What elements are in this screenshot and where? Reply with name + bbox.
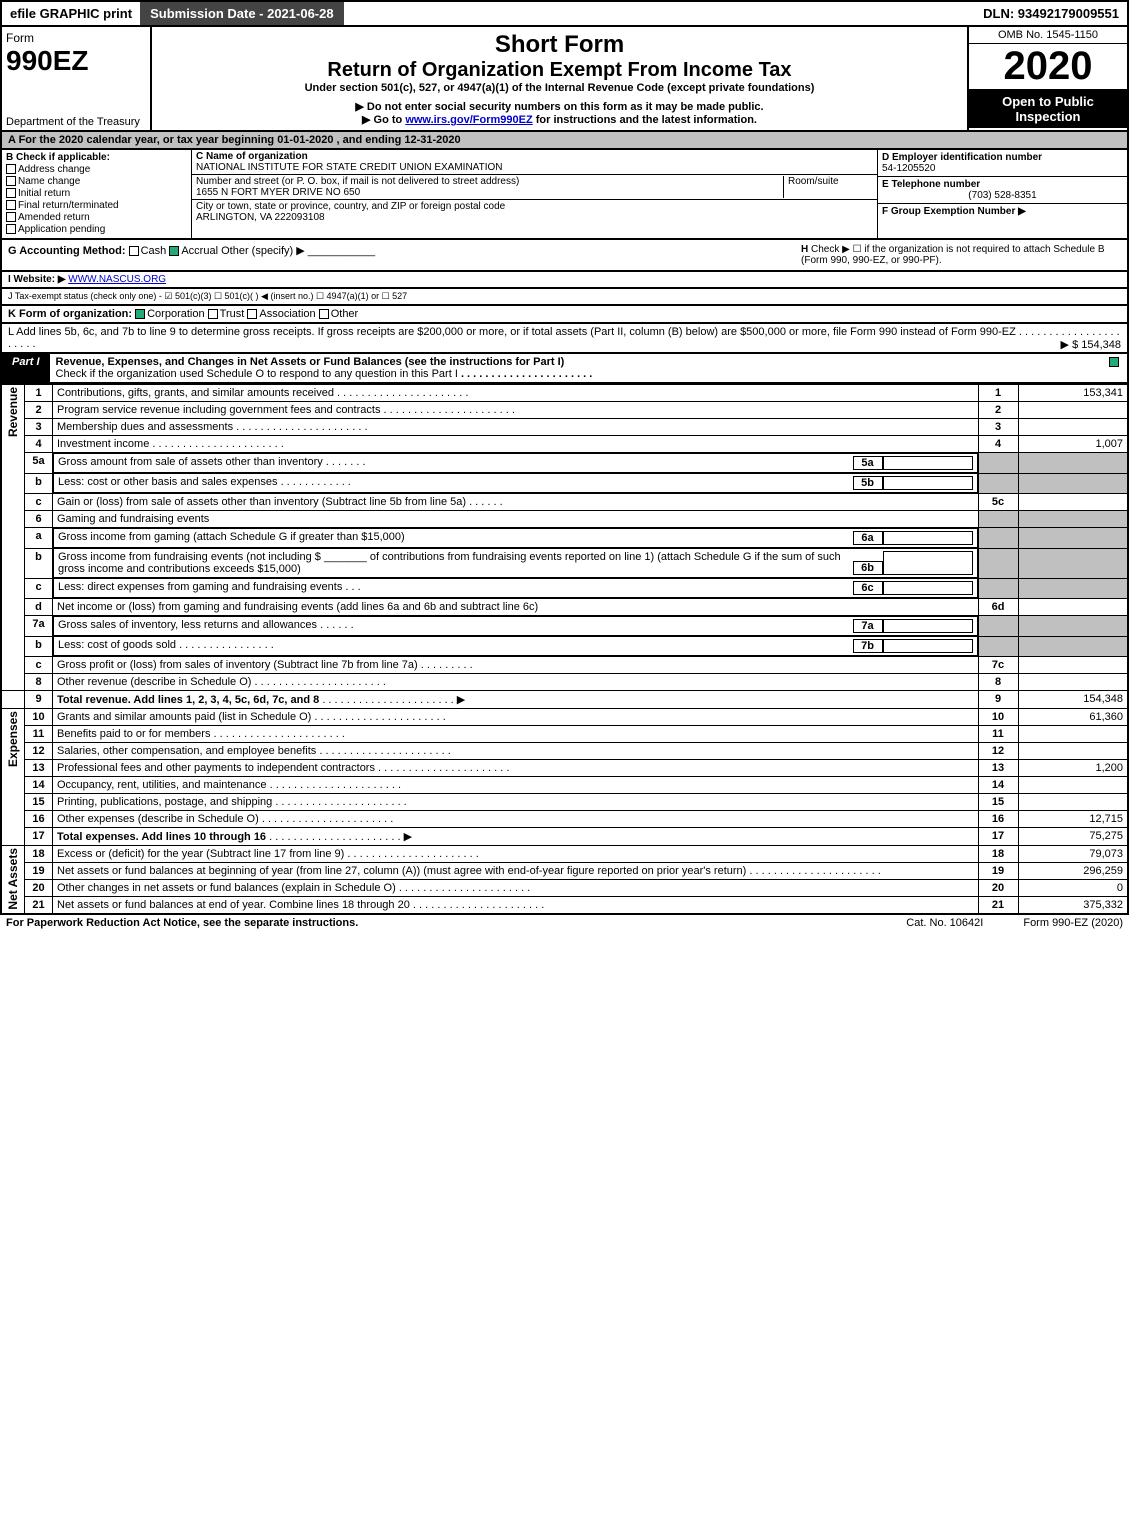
chk-corp[interactable] <box>135 309 145 319</box>
row-k: K Form of organization: Corporation Trus… <box>0 306 1129 324</box>
form-word: Form <box>6 31 146 45</box>
goto-irs: ▶ Go to www.irs.gov/Form990EZ for instru… <box>156 113 963 126</box>
dept-treasury: Department of the Treasury <box>6 116 140 128</box>
l-amount: ▶ $ 154,348 <box>1061 338 1121 351</box>
row-a-taxyear: A For the 2020 calendar year, or tax yea… <box>0 132 1129 150</box>
row-g-h: G Accounting Method: Cash Accrual Other … <box>0 240 1129 272</box>
expenses-label: Expenses <box>6 711 20 767</box>
irs-link[interactable]: www.irs.gov/Form990EZ <box>405 114 532 126</box>
part1-check: Check if the organization used Schedule … <box>56 368 458 380</box>
header-left: Form 990EZ Department of the Treasury <box>2 27 152 130</box>
header-right: OMB No. 1545-1150 2020 Open to Public In… <box>967 27 1127 130</box>
box-b-label: B Check if applicable: <box>6 152 187 163</box>
box-d-label: D Employer identification number <box>882 152 1123 163</box>
g-label: G Accounting Method: <box>8 245 126 257</box>
revenue-label: Revenue <box>6 387 20 437</box>
tax-year: 2020 <box>969 44 1127 90</box>
goto-post: for instructions and the latest informat… <box>536 114 757 126</box>
room-label: Room/suite <box>783 176 873 198</box>
row-i: I Website: ▶ WWW.NASCUS.ORG <box>0 272 1129 289</box>
form-header: Form 990EZ Department of the Treasury Sh… <box>0 27 1129 132</box>
k-label: K Form of organization: <box>8 308 132 320</box>
dln-label: DLN: 93492179009551 <box>975 4 1127 23</box>
part1-checkbox[interactable] <box>1109 357 1119 367</box>
row-l: L Add lines 5b, 6c, and 7b to line 9 to … <box>0 324 1129 354</box>
chk-other[interactable] <box>319 309 329 319</box>
paperwork-notice: For Paperwork Reduction Act Notice, see … <box>6 917 358 929</box>
submission-date: Submission Date - 2021-06-28 <box>140 2 344 25</box>
chk-trust[interactable] <box>208 309 218 319</box>
box-e-label: E Telephone number <box>882 179 1123 190</box>
h-label: H <box>801 244 808 255</box>
top-bar: efile GRAPHIC print Submission Date - 20… <box>0 0 1129 27</box>
return-title: Return of Organization Exempt From Incom… <box>156 59 963 82</box>
box-b: B Check if applicable: Address change Na… <box>2 150 192 238</box>
open-public: Open to Public Inspection <box>969 90 1127 128</box>
box-c: C Name of organization NATIONAL INSTITUT… <box>192 150 877 238</box>
ein-value: 54-1205520 <box>882 163 1123 174</box>
goto-pre: ▶ Go to <box>362 114 405 126</box>
chk-name[interactable]: Name change <box>6 176 187 187</box>
chk-initial[interactable]: Initial return <box>6 188 187 199</box>
form-ref: Form 990-EZ (2020) <box>1023 917 1123 929</box>
g-other: Other (specify) ▶ <box>221 245 305 257</box>
netassets-label: Net Assets <box>6 848 20 910</box>
org-name: NATIONAL INSTITUTE FOR STATE CREDIT UNIO… <box>196 162 873 173</box>
part1-header: Part I Revenue, Expenses, and Changes in… <box>0 354 1129 384</box>
part1-title: Revenue, Expenses, and Changes in Net As… <box>56 356 565 368</box>
chk-accrual[interactable] <box>169 246 179 256</box>
omb-number: OMB No. 1545-1150 <box>969 27 1127 44</box>
city-label: City or town, state or province, country… <box>196 201 873 212</box>
i-label: I Website: ▶ <box>8 274 66 285</box>
chk-cash[interactable] <box>129 246 139 256</box>
chk-assoc[interactable] <box>247 309 257 319</box>
under-section: Under section 501(c), 527, or 4947(a)(1)… <box>156 82 963 94</box>
box-c-label: C Name of organization <box>196 151 873 162</box>
street-label: Number and street (or P. O. box, if mail… <box>196 176 783 187</box>
efile-label[interactable]: efile GRAPHIC print <box>2 4 140 23</box>
box-d-e-f: D Employer identification number 54-1205… <box>877 150 1127 238</box>
section-b-to-f: B Check if applicable: Address change Na… <box>0 150 1129 240</box>
h-text: Check ▶ ☐ if the organization is not req… <box>801 244 1105 266</box>
part1-tag: Part I <box>2 354 50 382</box>
ssn-warning: ▶ Do not enter social security numbers o… <box>156 100 963 113</box>
cat-no: Cat. No. 10642I <box>906 917 983 929</box>
city-value: ARLINGTON, VA 222093108 <box>196 212 873 223</box>
row-j: J Tax-exempt status (check only one) - ☑… <box>0 289 1129 306</box>
chk-final[interactable]: Final return/terminated <box>6 200 187 211</box>
phone-value: (703) 528-8351 <box>882 190 1123 201</box>
chk-pending[interactable]: Application pending <box>6 224 187 235</box>
page-footer: For Paperwork Reduction Act Notice, see … <box>0 915 1129 931</box>
box-f-label: F Group Exemption Number ▶ <box>882 206 1123 217</box>
lines-table: Revenue 1Contributions, gifts, grants, a… <box>0 384 1129 915</box>
short-form-title: Short Form <box>156 31 963 59</box>
header-mid: Short Form Return of Organization Exempt… <box>152 27 967 130</box>
l-text: L Add lines 5b, 6c, and 7b to line 9 to … <box>8 326 1016 338</box>
form-number: 990EZ <box>6 45 146 77</box>
website-link[interactable]: WWW.NASCUS.ORG <box>68 274 166 285</box>
chk-address[interactable]: Address change <box>6 164 187 175</box>
street-value: 1655 N FORT MYER DRIVE NO 650 <box>196 187 783 198</box>
chk-amended[interactable]: Amended return <box>6 212 187 223</box>
